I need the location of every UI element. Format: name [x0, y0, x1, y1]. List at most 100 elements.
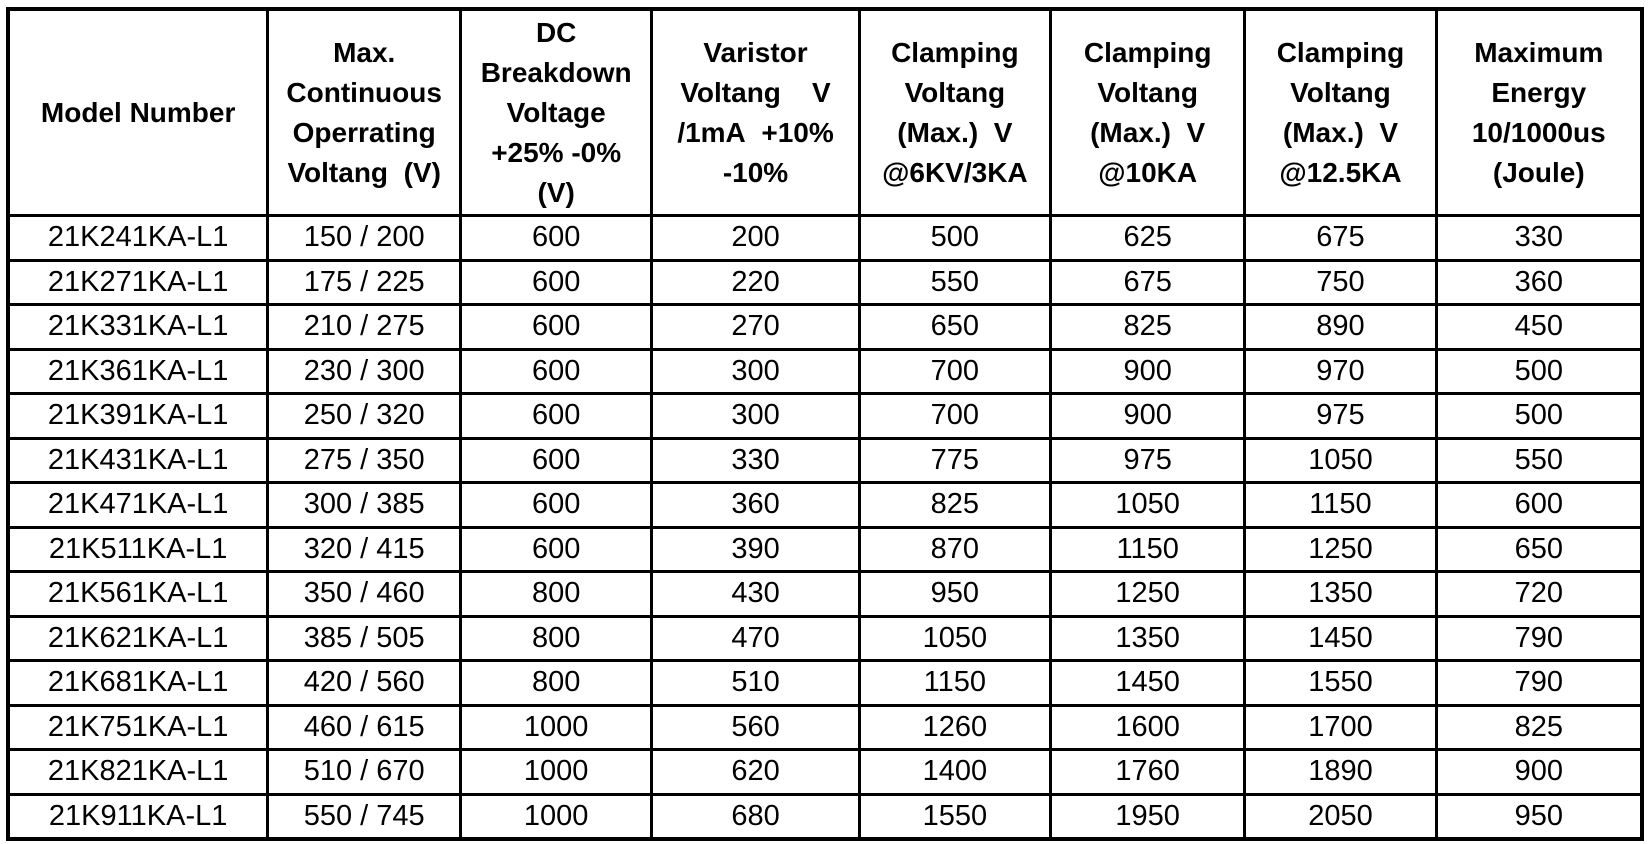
column-header-model-number: Model Number	[6, 7, 270, 217]
value-cell: 975	[1243, 392, 1438, 440]
value-cell: 1050	[1243, 436, 1438, 484]
value-cell: 680	[650, 792, 861, 841]
table-row: 21K331KA-L1 210 / 275 600 270 650 825 890 450	[6, 303, 1644, 351]
value-cell: 800	[459, 614, 654, 662]
value-cell: 1250	[1243, 525, 1438, 573]
value-cell: 510 / 670	[266, 748, 463, 796]
value-cell: 1000	[459, 792, 654, 841]
model-number-cell: 21K561KA-L1	[6, 570, 270, 618]
value-cell: 500	[1434, 347, 1644, 395]
value-cell: 175 / 225	[266, 258, 463, 306]
value-cell: 500	[1434, 392, 1644, 440]
table-row: 21K391KA-L1 250 / 320 600 300 700 900 975 500	[6, 392, 1644, 440]
value-cell: 350 / 460	[266, 570, 463, 618]
value-cell: 950	[857, 570, 1052, 618]
value-cell: 800	[459, 570, 654, 618]
table-header-row: Model Number Max. Continuous Operrating …	[6, 7, 1644, 217]
value-cell: 600	[459, 525, 654, 573]
value-cell: 1550	[1243, 659, 1438, 707]
value-cell: 675	[1048, 258, 1247, 306]
table-row: 21K821KA-L1 510 / 670 1000 620 1400 1760 1890 9…	[6, 748, 1644, 796]
value-cell: 1050	[1048, 481, 1247, 529]
value-cell: 360	[650, 481, 861, 529]
table-row: 21K621KA-L1 385 / 505 800 470 1050 1350 1450 79…	[6, 614, 1644, 662]
table-row: 21K471KA-L1 300 / 385 600 360 825 1050 1150 600	[6, 481, 1644, 529]
value-cell: 625	[1048, 214, 1247, 262]
table-row: 21K271KA-L1 175 / 225 600 220 550 675 750 360	[6, 258, 1644, 306]
table-body: 21K241KA-L1 150 / 200 600 200 500 625 675 330 21…	[6, 214, 1644, 841]
value-cell: 460 / 615	[266, 703, 463, 751]
value-cell: 1760	[1048, 748, 1247, 796]
model-number-cell: 21K271KA-L1	[6, 258, 270, 306]
value-cell: 510	[650, 659, 861, 707]
value-cell: 330	[1434, 214, 1644, 262]
model-number-cell: 21K361KA-L1	[6, 347, 270, 395]
value-cell: 200	[650, 214, 861, 262]
column-header-max-continuous: Max. Continuous Operrating Voltang (V)	[266, 7, 463, 217]
table-row: 21K431KA-L1 275 / 350 600 330 775 975 1050 550	[6, 436, 1644, 484]
column-header-clamping-12-5ka: Clamping Voltang (Max.) V @12.5KA	[1243, 7, 1438, 217]
value-cell: 600	[459, 481, 654, 529]
value-cell: 1250	[1048, 570, 1247, 618]
value-cell: 560	[650, 703, 861, 751]
value-cell: 600	[459, 258, 654, 306]
value-cell: 700	[857, 347, 1052, 395]
column-header-dc-breakdown: DC Breakdown Voltage +25% -0% (V)	[459, 7, 654, 217]
table-row: 21K511KA-L1 320 / 415 600 390 870 1150 1250 650	[6, 525, 1644, 573]
value-cell: 825	[857, 481, 1052, 529]
model-number-cell: 21K911KA-L1	[6, 792, 270, 841]
value-cell: 230 / 300	[266, 347, 463, 395]
table-row: 21K681KA-L1 420 / 560 800 510 1150 1450 1550 79…	[6, 659, 1644, 707]
model-number-cell: 21K431KA-L1	[6, 436, 270, 484]
value-cell: 385 / 505	[266, 614, 463, 662]
value-cell: 600	[459, 392, 654, 440]
value-cell: 600	[1434, 481, 1644, 529]
value-cell: 550 / 745	[266, 792, 463, 841]
value-cell: 1700	[1243, 703, 1438, 751]
value-cell: 900	[1434, 748, 1644, 796]
value-cell: 720	[1434, 570, 1644, 618]
value-cell: 300	[650, 347, 861, 395]
value-cell: 210 / 275	[266, 303, 463, 351]
value-cell: 750	[1243, 258, 1438, 306]
value-cell: 150 / 200	[266, 214, 463, 262]
column-header-clamping-6kv-3ka: Clamping Voltang (Max.) V @6KV/3KA	[857, 7, 1052, 217]
value-cell: 250 / 320	[266, 392, 463, 440]
table-row: 21K361KA-L1 230 / 300 600 300 700 900 970 500	[6, 347, 1644, 395]
value-cell: 1150	[1243, 481, 1438, 529]
value-cell: 1950	[1048, 792, 1247, 841]
model-number-cell: 21K621KA-L1	[6, 614, 270, 662]
value-cell: 1550	[857, 792, 1052, 841]
value-cell: 450	[1434, 303, 1644, 351]
table-row: 21K751KA-L1 460 / 615 1000 560 1260 1600 1700 8…	[6, 703, 1644, 751]
value-cell: 1000	[459, 703, 654, 751]
value-cell: 1350	[1048, 614, 1247, 662]
column-header-maximum-energy: Maximum Energy 10/1000us (Joule)	[1434, 7, 1644, 217]
model-number-cell: 21K751KA-L1	[6, 703, 270, 751]
value-cell: 790	[1434, 614, 1644, 662]
value-cell: 470	[650, 614, 861, 662]
value-cell: 270	[650, 303, 861, 351]
value-cell: 390	[650, 525, 861, 573]
model-number-cell: 21K241KA-L1	[6, 214, 270, 262]
value-cell: 1400	[857, 748, 1052, 796]
value-cell: 360	[1434, 258, 1644, 306]
value-cell: 600	[459, 347, 654, 395]
value-cell: 500	[857, 214, 1052, 262]
model-number-cell: 21K391KA-L1	[6, 392, 270, 440]
value-cell: 330	[650, 436, 861, 484]
model-number-cell: 21K681KA-L1	[6, 659, 270, 707]
value-cell: 800	[459, 659, 654, 707]
model-number-cell: 21K511KA-L1	[6, 525, 270, 573]
value-cell: 890	[1243, 303, 1438, 351]
value-cell: 975	[1048, 436, 1247, 484]
column-header-varistor-voltage: Varistor Voltang V /1mA +10% -10%	[650, 7, 861, 217]
value-cell: 700	[857, 392, 1052, 440]
value-cell: 675	[1243, 214, 1438, 262]
value-cell: 300	[650, 392, 861, 440]
model-number-cell: 21K471KA-L1	[6, 481, 270, 529]
value-cell: 1600	[1048, 703, 1247, 751]
value-cell: 220	[650, 258, 861, 306]
value-cell: 275 / 350	[266, 436, 463, 484]
